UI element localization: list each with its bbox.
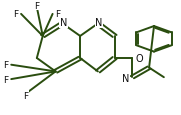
Text: N: N: [122, 73, 130, 83]
Text: F: F: [3, 61, 9, 70]
Text: N: N: [60, 18, 67, 28]
Text: F: F: [55, 10, 60, 19]
Text: F: F: [3, 75, 9, 84]
Text: F: F: [34, 2, 39, 11]
Text: F: F: [13, 10, 18, 19]
Text: F: F: [24, 91, 29, 100]
Text: N: N: [95, 18, 102, 28]
Text: O: O: [135, 53, 143, 63]
